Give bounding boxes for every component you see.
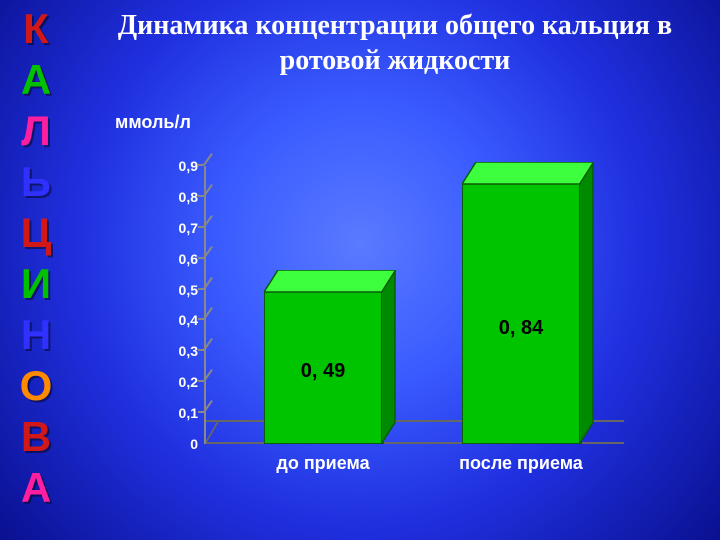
y-tick-label: 0,6	[142, 251, 198, 267]
sidebar-letter: К	[14, 8, 58, 50]
bar: 0, 84	[462, 163, 594, 444]
y-tick-label: 0,3	[142, 343, 198, 359]
sidebar-letter: Ь	[14, 161, 58, 203]
y-axis-label: ммоль/л	[115, 112, 191, 133]
sidebar-letter: И	[14, 263, 58, 305]
y-tick-label: 0,2	[142, 374, 198, 390]
y-tick-label: 0,4	[142, 312, 198, 328]
bar-chart: 00,10,20,30,40,50,60,70,80,90, 49до прие…	[150, 138, 650, 478]
sidebar-letter: В	[14, 416, 58, 458]
bar-value-label: 0, 49	[264, 360, 382, 383]
x-category-label: до приема	[234, 453, 412, 474]
y-tick-label: 0	[142, 436, 198, 452]
sidebar-letter: Ц	[14, 212, 58, 254]
sidebar-letters: КАЛЬЦИНОВА	[14, 8, 58, 509]
x-category-label: после приема	[432, 453, 610, 474]
sidebar-letter: О	[14, 365, 58, 407]
y-tick-label: 0,8	[142, 189, 198, 205]
y-tick-label: 0,9	[142, 158, 198, 174]
chart-title: Динамика концентрации общего кальция в р…	[90, 8, 700, 78]
sidebar-letter: Л	[14, 110, 58, 152]
sidebar-letter: А	[14, 467, 58, 509]
sidebar-letter: Н	[14, 314, 58, 356]
y-tick-label: 0,5	[142, 282, 198, 298]
sidebar-letter: А	[14, 59, 58, 101]
bar: 0, 49	[264, 271, 396, 444]
bar-value-label: 0, 84	[462, 317, 580, 340]
y-tick-label: 0,1	[142, 405, 198, 421]
y-tick-label: 0,7	[142, 220, 198, 236]
